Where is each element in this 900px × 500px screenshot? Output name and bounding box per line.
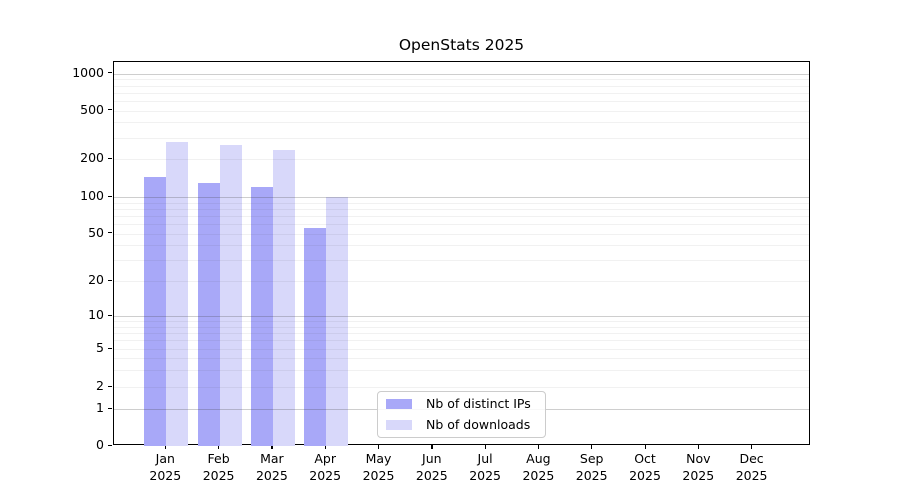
major-gridline [114,73,809,75]
minor-gridline [114,137,809,139]
minor-gridline [114,92,809,94]
y-axis-tick-label: 500 [80,101,104,117]
legend-item-distinct-ips: Nb of distinct IPs [386,395,545,413]
y-tick-mark [108,444,112,446]
y-tick-mark [108,195,112,197]
x-tick-mark [697,445,700,449]
minor-gridline [114,122,809,124]
y-tick-mark [108,157,112,159]
minor-gridline [114,100,809,102]
y-tick-mark [108,72,112,74]
x-tick-mark [324,445,326,449]
y-axis-tick-label: 20 [88,272,104,287]
minor-gridline [114,85,809,87]
plot-area: Nb of distinct IPs Nb of downloads [113,61,810,446]
x-axis-tick-label: Nov 2025 [682,451,715,483]
bar-distinct-ips [197,182,220,446]
x-tick-mark [378,445,380,449]
x-axis-tick-label: Mar 2025 [255,451,288,483]
y-axis-tick-label: 0 [96,437,104,452]
y-axis-tick-label: 1000 [72,64,104,80]
legend-label-downloads: Nb of downloads [426,417,531,432]
x-tick-mark [218,445,220,449]
bar-downloads [272,149,295,446]
x-axis-tick-label: Feb 2025 [202,451,235,483]
legend-item-downloads: Nb of downloads [386,416,545,434]
y-axis-tick-label: 50 [88,224,104,240]
legend-swatch-downloads [386,420,412,430]
x-tick-mark [484,445,486,449]
bar-distinct-ips [144,176,167,446]
bar-distinct-ips [250,187,273,446]
y-tick-mark [108,232,112,234]
x-tick-mark [431,445,433,449]
x-tick-mark [271,445,273,449]
y-tick-mark [108,347,112,349]
y-axis-tick-label: 2 [96,378,104,393]
x-tick-mark [537,445,540,449]
x-tick-mark [591,445,593,449]
y-axis-tick-label: 200 [80,150,104,165]
legend-label-distinct-ips: Nb of distinct IPs [426,396,531,411]
minor-gridline [114,79,809,81]
y-tick-mark [108,109,112,111]
minor-gridline [114,159,809,160]
chart-title: OpenStats 2025 [398,36,525,54]
minor-gridline [114,110,809,112]
bar-downloads [166,142,189,446]
x-axis-tick-label: May 2025 [362,451,395,483]
x-tick-mark [164,445,167,449]
y-tick-mark [108,314,112,316]
y-tick-mark [108,407,112,409]
x-axis-tick-label: Oct 2025 [629,451,661,483]
x-axis-tick-label: Jul 2025 [469,451,501,483]
x-axis-tick-label: Apr 2025 [309,451,342,483]
legend-swatch-distinct-ips [386,399,412,409]
y-tick-mark [108,279,112,281]
bar-downloads [326,197,349,446]
x-axis-tick-label: Jan 2025 [149,451,182,483]
x-axis-tick-label: Aug 2025 [522,451,555,483]
bar-downloads [219,144,242,446]
y-tick-mark [108,385,112,387]
x-tick-mark [644,445,646,449]
y-axis-tick-label: 10 [88,307,104,322]
y-axis-tick-label: 1 [96,400,104,415]
x-tick-mark [751,445,753,449]
x-axis-tick-label: Sep 2025 [575,451,608,483]
legend: Nb of distinct IPs Nb of downloads [377,391,546,438]
y-axis-tick-label: 100 [80,188,104,203]
bar-distinct-ips [304,227,327,446]
x-axis-tick-label: Dec 2025 [735,451,768,483]
y-axis-tick-label: 5 [96,340,104,355]
x-axis-tick-label: Jun 2025 [415,451,448,483]
